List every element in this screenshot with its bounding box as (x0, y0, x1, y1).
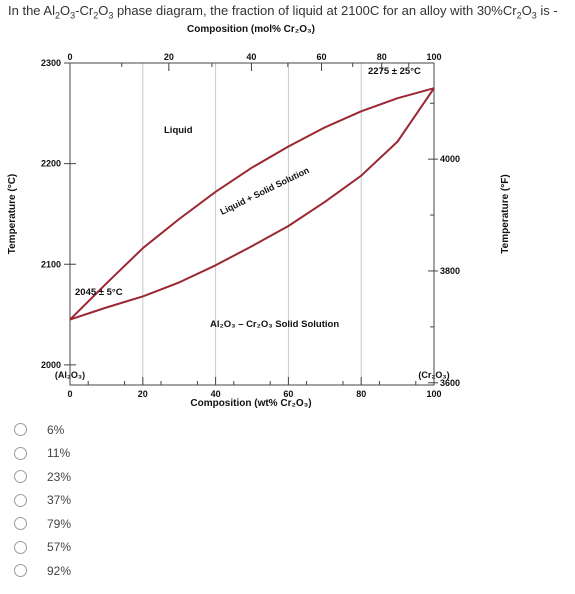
x-tick-label: 0 (67, 389, 72, 399)
x-end-label-right: (Cr₂O₃) (418, 370, 449, 380)
solidus-curve (69, 87, 435, 321)
answer-option[interactable]: 37% (14, 489, 71, 513)
y-right-tick-label: 3800 (440, 266, 460, 276)
annotation-liquid: Liquid (164, 125, 193, 136)
top-tick-label: 100 (426, 52, 441, 62)
annotation-melt-temp: 2045 ± 5°C (75, 287, 123, 298)
answer-option-label: 11% (47, 446, 71, 461)
y-axis-label: Temperature (°C) (7, 174, 18, 255)
question-text: In the Al2O3-Cr2O3 phase diagram, the fr… (8, 3, 558, 21)
annotation-peak-temp: 2275 ± 25°C (368, 66, 421, 77)
axis-ticks: 0 20 40 60 80 100 0 20 40 60 80 100 2000 2100 2200 2300… (41, 52, 460, 399)
radio-button[interactable] (14, 540, 27, 554)
answer-option[interactable]: 6% (14, 418, 71, 442)
radio-button[interactable] (14, 446, 27, 460)
answer-option[interactable]: 57% (14, 536, 71, 560)
top-axis-label: Composition (mol% Cr₂O₃) (187, 24, 315, 35)
radio-button[interactable] (14, 517, 27, 531)
x-tick-label: 20 (138, 389, 148, 399)
top-tick-label: 60 (317, 52, 327, 62)
answer-option-label: 23% (47, 469, 72, 484)
answer-option-label: 37% (47, 493, 72, 508)
x-end-label-left: (Al₂O₃) (55, 370, 85, 380)
y-axis-label-right: Temperature (°F) (500, 174, 511, 253)
liquidus-curve (69, 87, 435, 321)
x-tick-label: 100 (426, 389, 441, 399)
y-right-tick-label: 3600 (440, 378, 460, 388)
x-tick-label: 60 (283, 389, 293, 399)
top-tick-label: 80 (377, 52, 387, 62)
answer-option-label: 79% (47, 516, 72, 531)
answer-option[interactable]: 11% (14, 442, 71, 466)
chart-grid (142, 63, 362, 385)
y-tick-label: 2000 (41, 360, 61, 370)
answer-option-label: 6% (47, 422, 65, 437)
answer-option[interactable]: 92% (14, 559, 71, 583)
answer-option-label: 57% (47, 540, 72, 555)
top-tick-label: 0 (67, 52, 72, 62)
phase-curves (69, 87, 435, 321)
y-tick-label: 2300 (41, 58, 61, 68)
x-tick-label: 40 (211, 389, 221, 399)
answer-option[interactable]: 79% (14, 512, 71, 536)
annotation-two-phase: Liquid + Solid Solution (218, 165, 310, 217)
radio-button[interactable] (14, 423, 27, 437)
answer-option-label: 92% (47, 563, 72, 578)
y-right-tick-label: 4000 (440, 154, 460, 164)
y-tick-label: 2200 (41, 159, 61, 169)
annotation-solid-solution: Al₂O₃ – Cr₂O₃ Solid Solution (210, 319, 339, 330)
x-tick-label: 80 (356, 389, 366, 399)
y-tick-label: 2100 (41, 259, 61, 269)
radio-button[interactable] (14, 470, 27, 484)
answer-option[interactable]: 23% (14, 465, 71, 489)
radio-button[interactable] (14, 493, 27, 507)
answer-options: 6% 11% 23% 37% 79% 57% 92% (14, 418, 71, 583)
top-tick-label: 20 (164, 52, 174, 62)
plot-frame (69, 62, 435, 386)
x-axis-label: Composition (wt% Cr₂O₃) (190, 398, 311, 409)
top-tick-label: 40 (246, 52, 256, 62)
phase-diagram-chart: 0 20 40 60 80 100 0 20 40 60 80 100 2000 2100 2200 2300… (7, 24, 511, 409)
radio-button[interactable] (14, 564, 27, 578)
